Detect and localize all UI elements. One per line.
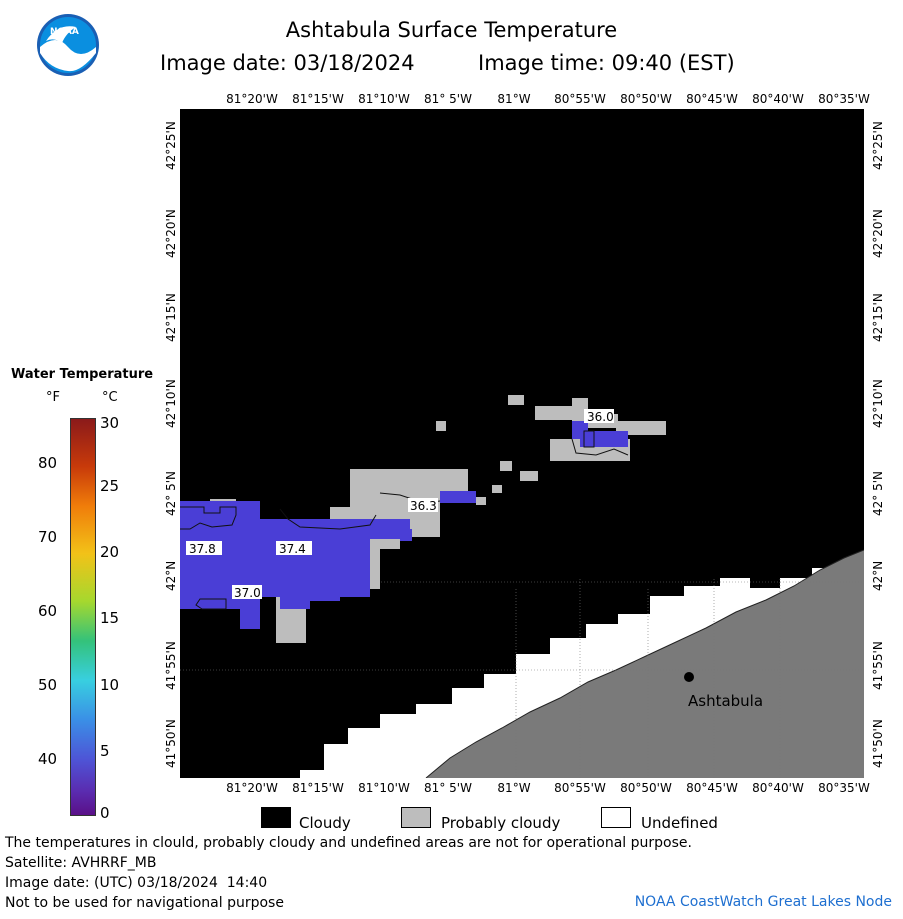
colorbar-f-label: 50 bbox=[38, 676, 58, 694]
lon-tick-label: 80°55'W bbox=[554, 92, 606, 106]
colorbar-c-label: 30 bbox=[100, 414, 120, 432]
land-area bbox=[426, 550, 864, 778]
lon-tick-label: 80°45'W bbox=[686, 92, 738, 106]
noaa-logo: NOAA bbox=[36, 13, 100, 77]
lat-tick-label: 42°10'N bbox=[871, 379, 885, 429]
colorbar-f-label: 80 bbox=[38, 454, 58, 472]
legend-label-cloudy: Cloudy bbox=[299, 814, 351, 832]
colorbar-f-label: 40 bbox=[38, 750, 58, 768]
lon-tick-label: 80°45'W bbox=[686, 781, 738, 795]
colorbar-f-label: 60 bbox=[38, 602, 58, 620]
lon-tick-label: 80°50'W bbox=[620, 92, 672, 106]
city-label: Ashtabula bbox=[688, 692, 764, 710]
legend-swatch-cloudy bbox=[261, 807, 291, 828]
colorbar-c-label: 15 bbox=[100, 609, 120, 627]
temperature-map bbox=[180, 109, 864, 778]
lon-tick-label: 81°W bbox=[497, 781, 531, 795]
lat-tick-label: 42°15'N bbox=[164, 293, 178, 343]
footer-credit: NOAA CoastWatch Great Lakes Node bbox=[634, 894, 892, 910]
lon-tick-label: 81°20'W bbox=[226, 781, 278, 795]
contour-label: 37.4 bbox=[279, 542, 306, 556]
lat-tick-label: 41°50'N bbox=[164, 719, 178, 769]
colorbar-c-label: 25 bbox=[100, 477, 120, 495]
lon-tick-label: 80°40'W bbox=[752, 92, 804, 106]
contour-label: 36.0 bbox=[587, 410, 614, 424]
colorbar bbox=[70, 418, 96, 816]
lon-tick-label: 81°10'W bbox=[358, 92, 410, 106]
lat-tick-label: 42°25'N bbox=[164, 121, 178, 171]
lon-tick-label: 80°35'W bbox=[818, 92, 870, 106]
lat-tick-label: 42°N bbox=[871, 560, 885, 592]
lat-tick-label: 42°N bbox=[164, 560, 178, 592]
lon-tick-label: 80°50'W bbox=[620, 781, 672, 795]
colorbar-c-label: 10 bbox=[100, 676, 120, 694]
lon-tick-label: 81° 5'W bbox=[424, 781, 472, 795]
lat-tick-label: 42°10'N bbox=[164, 379, 178, 429]
contour-label: 37.8 bbox=[189, 542, 216, 556]
lon-tick-label: 80°40'W bbox=[752, 781, 804, 795]
lon-tick-label: 81°W bbox=[497, 92, 531, 106]
lat-tick-label: 42°15'N bbox=[871, 293, 885, 343]
legend-swatch-undefined bbox=[601, 807, 631, 828]
lat-tick-label: 42° 5'N bbox=[164, 471, 178, 517]
city-marker bbox=[684, 672, 694, 682]
colorbar-title: Water Temperature bbox=[11, 367, 154, 382]
lon-tick-label: 81°15'W bbox=[292, 781, 344, 795]
lat-tick-label: 42°20'N bbox=[164, 209, 178, 259]
legend-swatch-probably-cloudy bbox=[401, 807, 431, 828]
lat-tick-label: 42° 5'N bbox=[871, 471, 885, 517]
lon-tick-label: 81°20'W bbox=[226, 92, 278, 106]
colorbar-c-label: 5 bbox=[100, 742, 110, 760]
lon-tick-label: 81° 5'W bbox=[424, 92, 472, 106]
lat-tick-label: 42°25'N bbox=[871, 121, 885, 171]
lon-tick-label: 81°15'W bbox=[292, 92, 344, 106]
lon-tick-label: 80°35'W bbox=[818, 781, 870, 795]
image-time: Image time: 09:40 (EST) bbox=[478, 51, 735, 75]
lon-tick-label: 81°10'W bbox=[358, 781, 410, 795]
footer-satellite: Satellite: AVHRRF_MB bbox=[5, 855, 157, 871]
colorbar-f-label: 70 bbox=[38, 528, 58, 546]
lat-tick-label: 41°50'N bbox=[871, 719, 885, 769]
contour-label: 37.0 bbox=[234, 586, 261, 600]
footer-image-date: Image date: (UTC) 03/18/2024 14:40 bbox=[5, 875, 268, 891]
lat-tick-label: 41°55'N bbox=[871, 641, 885, 691]
footer-disclaimer: The temperatures in clould, probably clo… bbox=[5, 835, 692, 851]
colorbar-c-label: 20 bbox=[100, 543, 120, 561]
legend-label-undefined: Undefined bbox=[641, 814, 718, 832]
logo-text: NOAA bbox=[50, 27, 79, 37]
footer-nav-warning: Not to be used for navigational purpose bbox=[5, 895, 284, 911]
lat-tick-label: 42°20'N bbox=[871, 209, 885, 259]
lat-tick-label: 41°55'N bbox=[164, 641, 178, 691]
contour-label: 36.3 bbox=[410, 499, 437, 513]
unit-fahrenheit: °F bbox=[46, 390, 60, 405]
lon-tick-label: 80°55'W bbox=[554, 781, 606, 795]
legend-label-probably-cloudy: Probably cloudy bbox=[441, 814, 561, 832]
colorbar-c-label: 0 bbox=[100, 804, 110, 822]
image-date: Image date: 03/18/2024 bbox=[160, 51, 415, 75]
page-title: Ashtabula Surface Temperature bbox=[285, 18, 618, 42]
unit-celsius: °C bbox=[102, 390, 118, 405]
